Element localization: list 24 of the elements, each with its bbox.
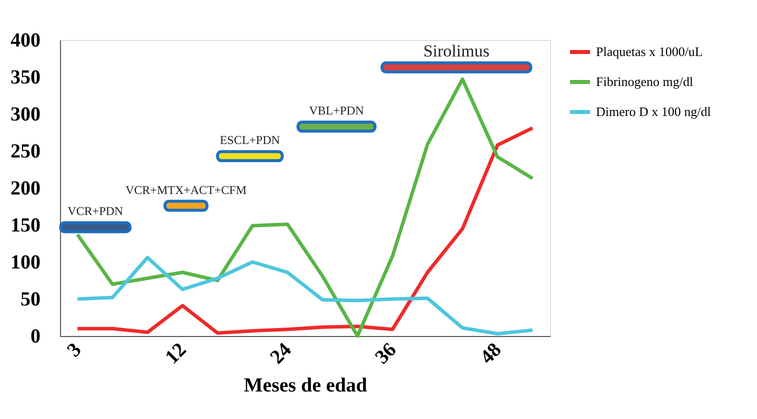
x-tick-label: 24 <box>266 338 296 368</box>
line-series <box>76 256 534 336</box>
y-tick-label: 200 <box>10 178 40 200</box>
x-axis-title: Meses de edad <box>244 374 368 397</box>
annotation: VBL+PDN <box>309 104 364 118</box>
x-tick-label: 48 <box>476 338 506 368</box>
y-tick-label: 350 <box>10 66 40 88</box>
y-tick-label: 150 <box>10 214 40 236</box>
y-tick-label: 250 <box>10 140 40 162</box>
annotation: VCR+MTX+ACT+CFM <box>126 182 247 197</box>
legend-label: Dimero D x 100 ng/dl <box>596 104 712 119</box>
legend-label: Fibrinogeno mg/dl <box>596 74 694 89</box>
y-tick-label: 400 <box>10 30 40 52</box>
annotation: Sirolimus <box>423 41 490 60</box>
x-tick-label: 36 <box>371 338 401 368</box>
annotation: VCR+PDN <box>68 204 124 218</box>
x-tick-label: 12 <box>161 338 191 368</box>
legend-label: Plaquetas x 1000/uL <box>596 44 703 59</box>
y-tick-label: 100 <box>10 252 40 274</box>
x-tick-label: 3 <box>63 338 86 362</box>
annotation: ESCL+PDN <box>220 133 280 148</box>
y-tick-label: 300 <box>10 104 40 126</box>
y-tick-label: 50 <box>20 288 40 310</box>
y-tick-label: 0 <box>30 326 40 348</box>
